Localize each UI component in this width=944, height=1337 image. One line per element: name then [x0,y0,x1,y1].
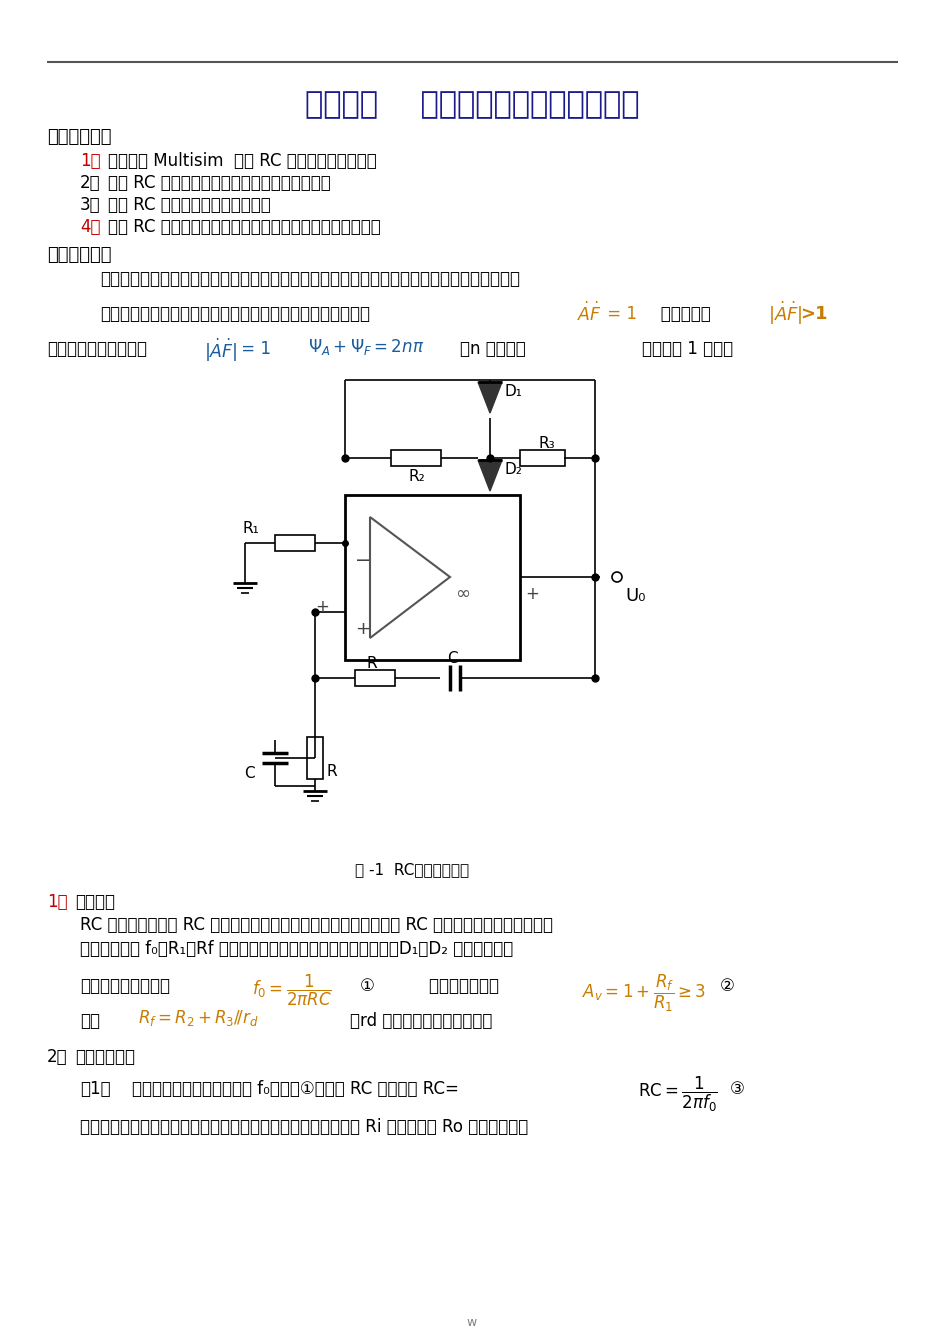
Text: = 1: = 1 [601,305,636,324]
Text: 起振幅值条件：: 起振幅值条件： [408,977,498,995]
Text: ①: ① [360,977,375,995]
Text: 该电路的振荡频率：: 该电路的振荡频率： [80,977,170,995]
Bar [307,737,323,779]
Text: U₀: U₀ [624,587,645,606]
Text: 图 -1  RC桥式振荡电路: 图 -1 RC桥式振荡电路 [355,862,468,877]
Text: $A_v = 1+\dfrac{R_f}{R_1} \geq 3$: $A_v = 1+\dfrac{R_f}{R_1} \geq 3$ [582,973,705,1015]
Text: D₂: D₂ [503,463,521,477]
Text: 掌握运用 Multisim  设计 RC 振荡电路的设计方法: 掌握运用 Multisim 设计 RC 振荡电路的设计方法 [108,152,377,170]
Text: $f_0 = \dfrac{1}{2\pi RC}$: $f_0 = \dfrac{1}{2\pi RC}$ [252,973,331,1008]
Text: 2．: 2． [80,174,100,193]
Polygon shape [478,460,501,491]
Text: >1: >1 [800,305,827,324]
Text: 根据设计所要求的振荡频率 f₀，由式①先确定 RC 之积，即 RC=: 根据设计所要求的振荡频率 f₀，由式①先确定 RC 之积，即 RC= [132,1080,459,1098]
Text: ②: ② [719,977,734,995]
Text: 电路参数确定: 电路参数确定 [75,1048,135,1066]
Bar [519,451,565,467]
Text: R₂: R₂ [408,469,424,484]
Text: R₃: R₃ [537,436,554,451]
Text: $\mathrm{RC}=\dfrac{1}{2\pi f_0}$: $\mathrm{RC}=\dfrac{1}{2\pi f_0}$ [637,1075,717,1114]
Text: R: R [327,763,337,779]
Text: R: R [366,656,378,671]
Text: w: w [466,1316,477,1329]
Text: 综合设计    正弦波振荡器的设计与测试: 综合设计 正弦波振荡器的设计与测试 [304,90,638,119]
Text: 的选频网络，用以确定振荡频率。正弦波振荡的平衡条件为：: 的选频网络，用以确定振荡频率。正弦波振荡的平衡条件为： [100,305,370,324]
Text: 一．实验目的: 一．实验目的 [47,128,111,146]
Text: 式中: 式中 [80,1012,100,1029]
Text: = 1: = 1 [236,340,271,358]
Text: 电路如图 1 所示：: 电路如图 1 所示： [599,340,733,358]
Text: 观察 RC 参数对振荡器的影响，学习振荡器频率的测定方法: 观察 RC 参数对振荡器的影响，学习振荡器频率的测定方法 [108,218,380,237]
Text: $\dot{A}\dot{F}$: $\dot{A}\dot{F}$ [577,302,601,325]
Text: $|\dot{A}\dot{F}|$: $|\dot{A}\dot{F}|$ [767,299,801,328]
Text: 2．: 2． [47,1048,68,1066]
Text: 3．: 3． [80,197,100,214]
Text: R₁: R₁ [243,521,260,536]
Text: $|\dot{A}\dot{F}|$: $|\dot{A}\dot{F}|$ [204,337,237,364]
Polygon shape [478,382,501,413]
Text: （1）: （1） [80,1080,110,1098]
Bar [275,535,314,551]
Text: 二．实验原理: 二．实验原理 [47,246,111,263]
Text: 4．: 4． [80,218,100,237]
Text: +: + [355,620,370,638]
Text: （n 为整数）: （n 为整数） [460,340,525,358]
Text: 1．: 1． [47,893,68,910]
Text: 起振条件为: 起振条件为 [645,305,710,324]
Text: 在正弦波振荡电路中，一要反馈信号能够取代输入信号，即电路中必须引入正反馈；二要有外加: 在正弦波振荡电路中，一要反馈信号能够取代输入信号，即电路中必须引入正反馈；二要有… [100,270,519,287]
Bar [345,495,519,660]
Text: $\Psi_A + \Psi_F = 2n\pi$: $\Psi_A + \Psi_F = 2n\pi$ [308,337,424,357]
Text: 写成模与相角的形式：: 写成模与相角的形式： [47,340,147,358]
Text: $R_f = R_2 + R_3 /\!/ r_d$: $R_f = R_2 + R_3 /\!/ r_d$ [138,1008,259,1028]
Text: ∞: ∞ [454,586,469,603]
Text: 1．: 1． [80,152,100,170]
Text: 电路分析: 电路分析 [75,893,115,910]
Text: 决定振荡频率 f₀。R₁、Rf 形成负反馈回路，决定起振的幅值条件，D₁、D₂ 是稳幅元件。: 决定振荡频率 f₀。R₁、Rf 形成负反馈回路，决定起振的幅值条件，D₁、D₂ … [80,940,513,959]
Text: ③: ③ [729,1080,744,1098]
Text: 掌握 RC 正弦波振荡器的电路结构及其工作原理: 掌握 RC 正弦波振荡器的电路结构及其工作原理 [108,174,330,193]
Text: RC 桥式振荡电路由 RC 串并联选频网络和同相放大电路组成，图中 RC 选频网络形成正反馈电路，: RC 桥式振荡电路由 RC 串并联选频网络和同相放大电路组成，图中 RC 选频网… [80,916,552,935]
Text: −: − [355,551,371,570]
Text: 熟悉 RC 正弦波振荡器的调试方法: 熟悉 RC 正弦波振荡器的调试方法 [108,197,271,214]
Bar [355,670,395,686]
Text: 为了使选频网络的选频特性尽量不受集成运算放大器的输入电阻 Ri 和输出电阻 Ro 的影响，应使: 为了使选频网络的选频特性尽量不受集成运算放大器的输入电阻 Ri 和输出电阻 Ro… [80,1118,528,1136]
Text: +: + [525,586,538,603]
Text: C: C [447,651,457,666]
Text: D₁: D₁ [503,384,521,398]
Bar [391,451,441,467]
Text: ，rd 为二极管的正向动态电阻: ，rd 为二极管的正向动态电阻 [349,1012,492,1029]
Text: +: + [314,598,329,616]
Text: C: C [244,766,254,781]
